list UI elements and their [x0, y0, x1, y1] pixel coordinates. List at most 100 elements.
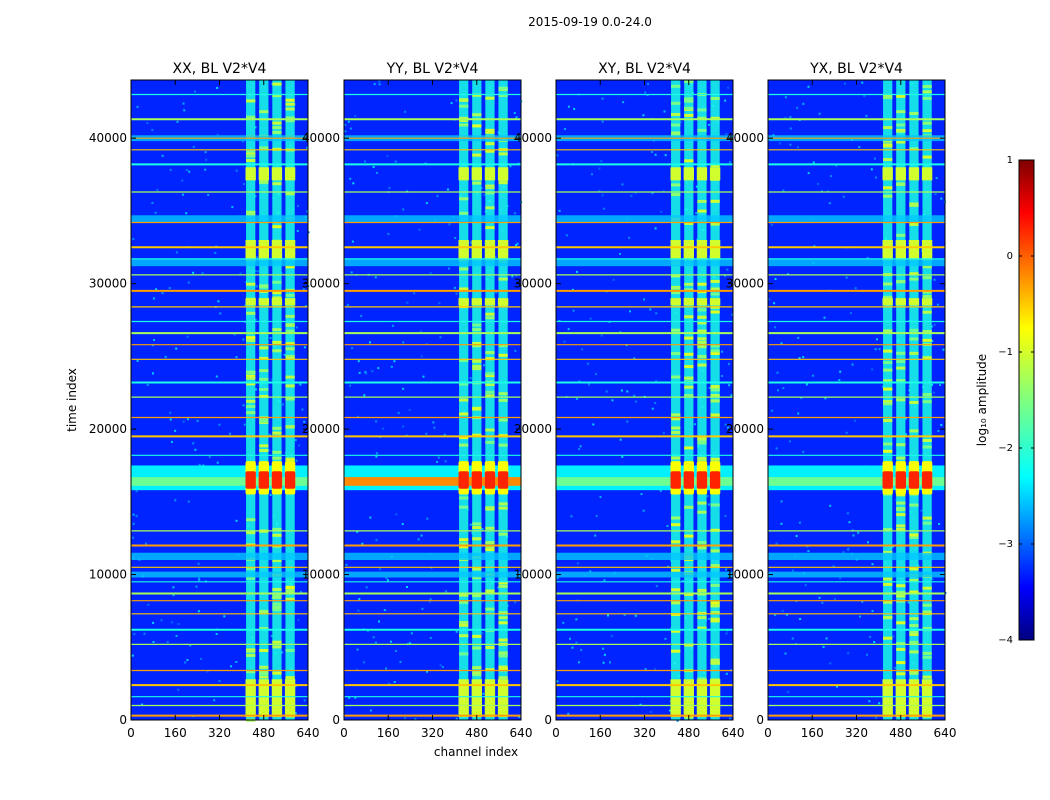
rfi-burst [259, 649, 269, 652]
noise-cell [605, 390, 608, 393]
rfi-burst [909, 624, 919, 628]
noise-cell [143, 632, 146, 635]
noise-cell [369, 341, 371, 344]
colorbar-tick-label: −4 [998, 635, 1013, 646]
noise-cell [375, 452, 378, 455]
rfi-burst [883, 419, 893, 423]
rfi-burst [883, 600, 893, 604]
rfi-burst [922, 155, 932, 159]
cyan-band [344, 258, 521, 267]
rfi-block [271, 679, 283, 718]
noise-cell [135, 515, 138, 518]
cyan-band [556, 571, 733, 578]
x-tick-label: 480 [889, 726, 912, 740]
rfi-burst [697, 441, 707, 445]
cyan-band [344, 571, 521, 578]
noise-cell [556, 154, 559, 157]
noise-cell [600, 160, 603, 163]
rfi-burst [459, 593, 469, 597]
bright-block-core [271, 471, 283, 489]
rfi-block [895, 167, 907, 181]
rfi-burst [684, 97, 694, 101]
rfi-burst [922, 393, 932, 396]
noise-cell [344, 123, 347, 126]
rfi-burst [485, 226, 495, 230]
rfi-burst [697, 329, 707, 333]
noise-cell [907, 567, 909, 570]
rfi-burst [896, 590, 906, 594]
noise-cell [784, 96, 787, 99]
rfi-burst [272, 450, 282, 454]
rfi-burst [285, 375, 295, 379]
noise-cell [176, 120, 179, 123]
rfi-block [683, 298, 695, 306]
rfi-burst [671, 123, 681, 127]
bright-block-core [258, 471, 270, 489]
rfi-burst [909, 429, 919, 433]
rfi-burst [671, 516, 681, 520]
rfi-burst [485, 548, 495, 552]
rfi-burst [459, 358, 469, 362]
noise-cell [175, 347, 178, 350]
noise-cell [575, 641, 578, 644]
y-axis-label: time index [65, 368, 79, 432]
rfi-burst [697, 282, 707, 286]
rfi-burst [246, 154, 256, 158]
noise-cell [402, 425, 405, 428]
rfi-stripe [472, 80, 482, 720]
noise-cell [770, 223, 773, 226]
rfi-burst [285, 597, 295, 601]
noise-cell [708, 255, 711, 258]
rfi-burst [684, 385, 694, 389]
rfi-burst [459, 98, 469, 102]
noise-cell [469, 377, 472, 380]
noise-cell [354, 115, 357, 118]
noise-cell [807, 550, 810, 553]
rfi-burst [671, 352, 681, 356]
bright-band-core [344, 477, 521, 486]
panel-3: XY, BL V2*V4 0 160 320 480 640 0 10000 20000 3000… [514, 61, 745, 740]
noise-cell [303, 699, 306, 702]
rfi-burst [883, 126, 893, 130]
rfi-block [670, 240, 681, 261]
noise-cell [727, 426, 730, 429]
figure-title: 2015-09-19 0.0-24.0 [528, 15, 652, 29]
noise-cell [156, 189, 159, 192]
rfi-stripe [922, 80, 932, 720]
rfi-burst [498, 152, 508, 156]
noise-cell [575, 618, 578, 621]
noise-cell [775, 447, 778, 450]
bright-block-core [458, 471, 469, 489]
noise-cell [268, 449, 271, 452]
noise-cell [558, 209, 561, 212]
noise-cell [425, 432, 428, 435]
noise-cell [436, 195, 439, 198]
noise-cell [375, 171, 378, 174]
rfi-burst [883, 577, 893, 581]
rfi-block [245, 240, 256, 261]
rfi-burst [684, 446, 694, 450]
rfi-burst [697, 345, 707, 349]
noise-cell [352, 182, 355, 185]
rfi-burst [459, 412, 469, 416]
rfi-block [696, 167, 708, 181]
rfi-burst [472, 526, 482, 530]
rfi-block [908, 240, 920, 261]
rfi-burst [285, 116, 295, 120]
noise-cell [873, 641, 876, 643]
rfi-burst [285, 589, 295, 593]
noise-cell [235, 661, 238, 663]
noise-cell [151, 202, 154, 204]
rfi-burst [246, 336, 256, 340]
noise-cell [647, 82, 649, 85]
noise-cell [654, 402, 657, 404]
rfi-burst [697, 209, 707, 213]
rfi-stripe [883, 80, 893, 720]
noise-cell [768, 298, 771, 301]
noise-cell [725, 632, 728, 635]
noise-cell [306, 146, 309, 149]
bright-block-core [882, 471, 893, 489]
noise-cell [894, 666, 897, 669]
cyan-band [344, 215, 521, 223]
rfi-block [471, 679, 483, 718]
